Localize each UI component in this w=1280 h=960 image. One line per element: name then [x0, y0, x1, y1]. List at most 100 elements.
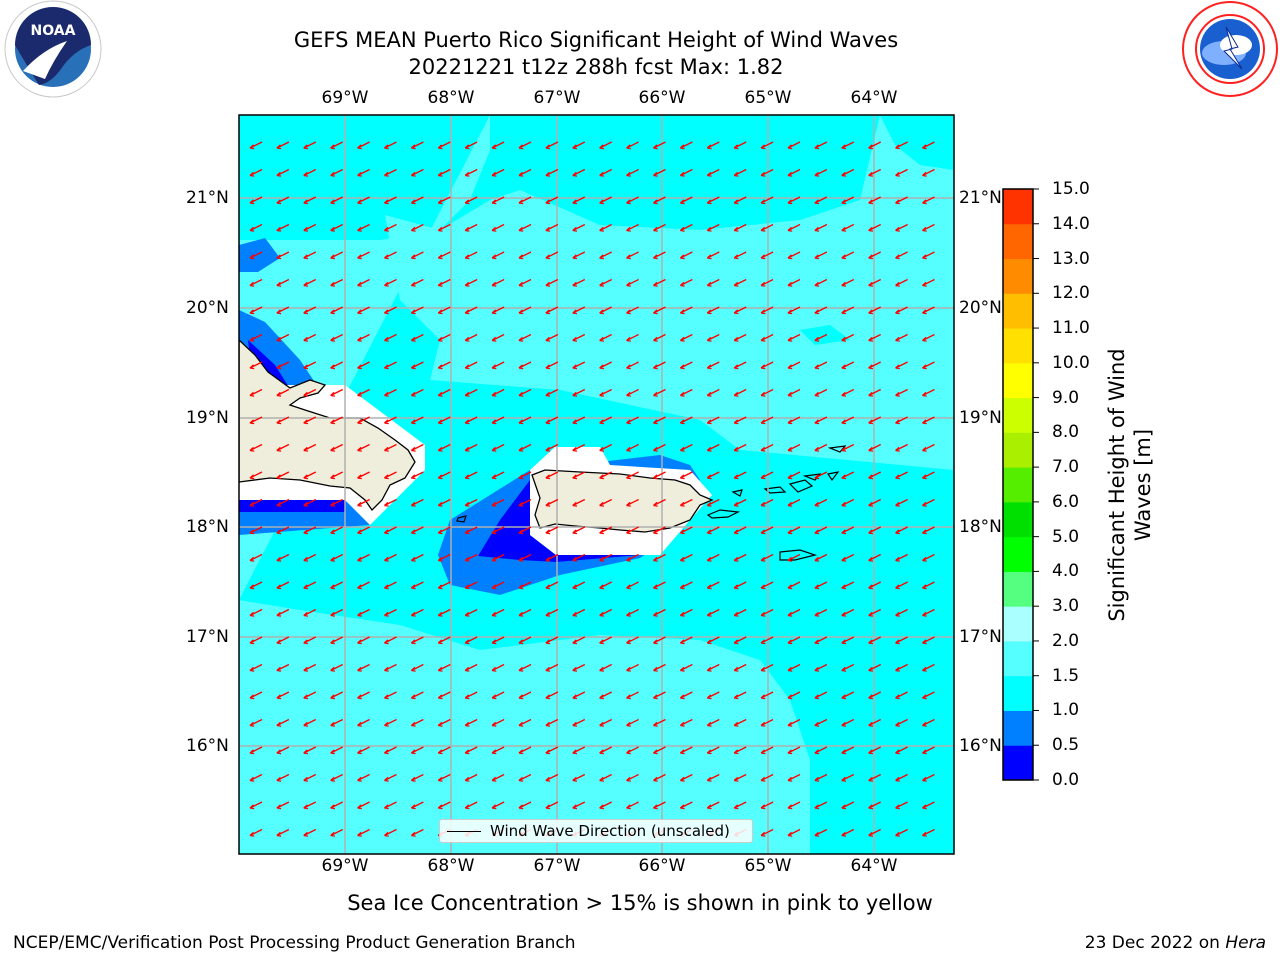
wave-direction-arrow	[276, 306, 290, 315]
wave-direction-arrow	[330, 251, 343, 260]
wave-direction-arrow	[276, 416, 290, 425]
hispaniola-landmass	[239, 339, 416, 512]
wave-direction-arrow	[249, 196, 263, 205]
wave-direction-arrow	[706, 663, 720, 672]
wave-direction-arrow	[303, 608, 317, 617]
wave-direction-arrow	[276, 388, 290, 397]
wave-direction-arrow	[626, 471, 639, 480]
wave-direction-arrow	[545, 691, 559, 700]
wave-direction-arrow	[679, 141, 693, 150]
wave-direction-arrow	[384, 443, 397, 452]
wave-direction-arrow	[814, 443, 828, 452]
wave-direction-arrow	[276, 553, 290, 562]
wave-direction-arrow	[545, 306, 559, 315]
wave-direction-arrow	[787, 223, 801, 232]
wave-direction-arrow	[410, 801, 424, 810]
colorbar-segment	[1003, 710, 1033, 746]
wave-direction-arrow	[922, 361, 935, 370]
wave-direction-arrow	[733, 718, 747, 727]
wave-direction-arrow	[330, 388, 343, 397]
wave-direction-arrow	[384, 251, 397, 260]
wave-direction-arrow	[841, 718, 855, 727]
wave-direction-arrow	[895, 251, 908, 260]
wave-direction-arrow	[626, 773, 639, 782]
wave-direction-arrow	[733, 361, 747, 370]
wave-direction-arrow	[841, 333, 855, 342]
wave-direction-arrow	[464, 636, 478, 645]
wave-direction-arrow	[518, 168, 532, 177]
map-legend: Wind Wave Direction (unscaled)	[439, 819, 753, 843]
wave-direction-arrow	[249, 636, 263, 645]
wave-direction-arrow	[303, 168, 317, 177]
wave-direction-arrow	[437, 801, 451, 810]
wave-direction-arrow	[922, 663, 935, 672]
wave-direction-arrow	[249, 773, 263, 782]
wave-direction-arrow	[491, 608, 505, 617]
wave-direction-arrow	[330, 196, 343, 205]
wave-direction-arrow	[787, 306, 801, 315]
wave-direction-arrow	[626, 581, 639, 590]
wave-direction-arrow	[706, 416, 720, 425]
wave-direction-arrow	[599, 168, 612, 177]
wave-direction-arrow	[357, 278, 370, 287]
wave-direction-arrow	[572, 801, 586, 810]
wave-direction-arrow	[626, 168, 639, 177]
wave-direction-arrow	[814, 608, 828, 617]
map-area	[239, 115, 954, 854]
wave-direction-arrow	[814, 251, 828, 260]
wave-direction-arrow	[626, 608, 639, 617]
wave-direction-arrow	[922, 608, 935, 617]
wave-direction-arrow	[276, 443, 290, 452]
colorbar-segment	[1003, 606, 1033, 642]
lon-label-bottom: 65°W	[744, 856, 792, 876]
wave-direction-arrow	[868, 361, 881, 370]
wave-direction-arrow	[437, 553, 451, 562]
wave-direction-arrow	[679, 636, 693, 645]
wave-direction-arrow	[868, 553, 881, 562]
wave-direction-arrow	[330, 553, 343, 562]
wave-direction-arrow	[868, 251, 881, 260]
wave-direction-arrow	[491, 636, 505, 645]
wave-direction-arrow	[437, 416, 451, 425]
wave-direction-arrow	[733, 608, 747, 617]
wave-direction-arrow	[249, 388, 263, 397]
wave-direction-arrow	[249, 553, 263, 562]
wave-direction-arrow	[599, 636, 612, 645]
gridlines	[239, 115, 954, 854]
wave-direction-arrow	[545, 498, 559, 507]
wave-direction-arrow	[787, 388, 801, 397]
wave-direction-arrow	[814, 746, 828, 755]
wave-direction-arrow	[545, 553, 559, 562]
wave-direction-arrow	[491, 306, 505, 315]
wave-direction-arrow	[330, 828, 343, 837]
wave-direction-arrow	[895, 361, 908, 370]
wave-direction-arrow	[572, 196, 586, 205]
lat-label-left: 18°N	[186, 517, 229, 537]
island-outline	[788, 479, 814, 493]
island-outline	[706, 509, 741, 519]
wave-direction-arrow	[733, 553, 747, 562]
wave-direction-arrow	[706, 251, 720, 260]
colorbar-segment	[1003, 745, 1033, 781]
wave-direction-arrow	[841, 141, 855, 150]
colorbar-segment	[1003, 397, 1033, 433]
wave-direction-arrow	[679, 361, 693, 370]
wave-direction-arrow	[330, 691, 343, 700]
lat-label-right: 19°N	[959, 408, 1002, 428]
wave-direction-arrow	[922, 168, 935, 177]
wave-direction-arrow	[599, 773, 612, 782]
wave-direction-arrow	[706, 636, 720, 645]
wave-direction-arrow	[895, 663, 908, 672]
wave-direction-arrow	[572, 636, 586, 645]
wave-direction-arrow	[868, 223, 881, 232]
wave-direction-arrow	[357, 663, 370, 672]
wave-direction-arrow	[330, 608, 343, 617]
wave-direction-arrow	[276, 828, 290, 837]
wave-direction-arrow	[895, 636, 908, 645]
colorbar-segment	[1003, 223, 1033, 260]
wave-direction-arrow	[303, 361, 317, 370]
lon-label-top: 65°W	[744, 88, 792, 108]
wave-direction-arrow	[518, 746, 532, 755]
wave-direction-arrow	[330, 498, 343, 507]
